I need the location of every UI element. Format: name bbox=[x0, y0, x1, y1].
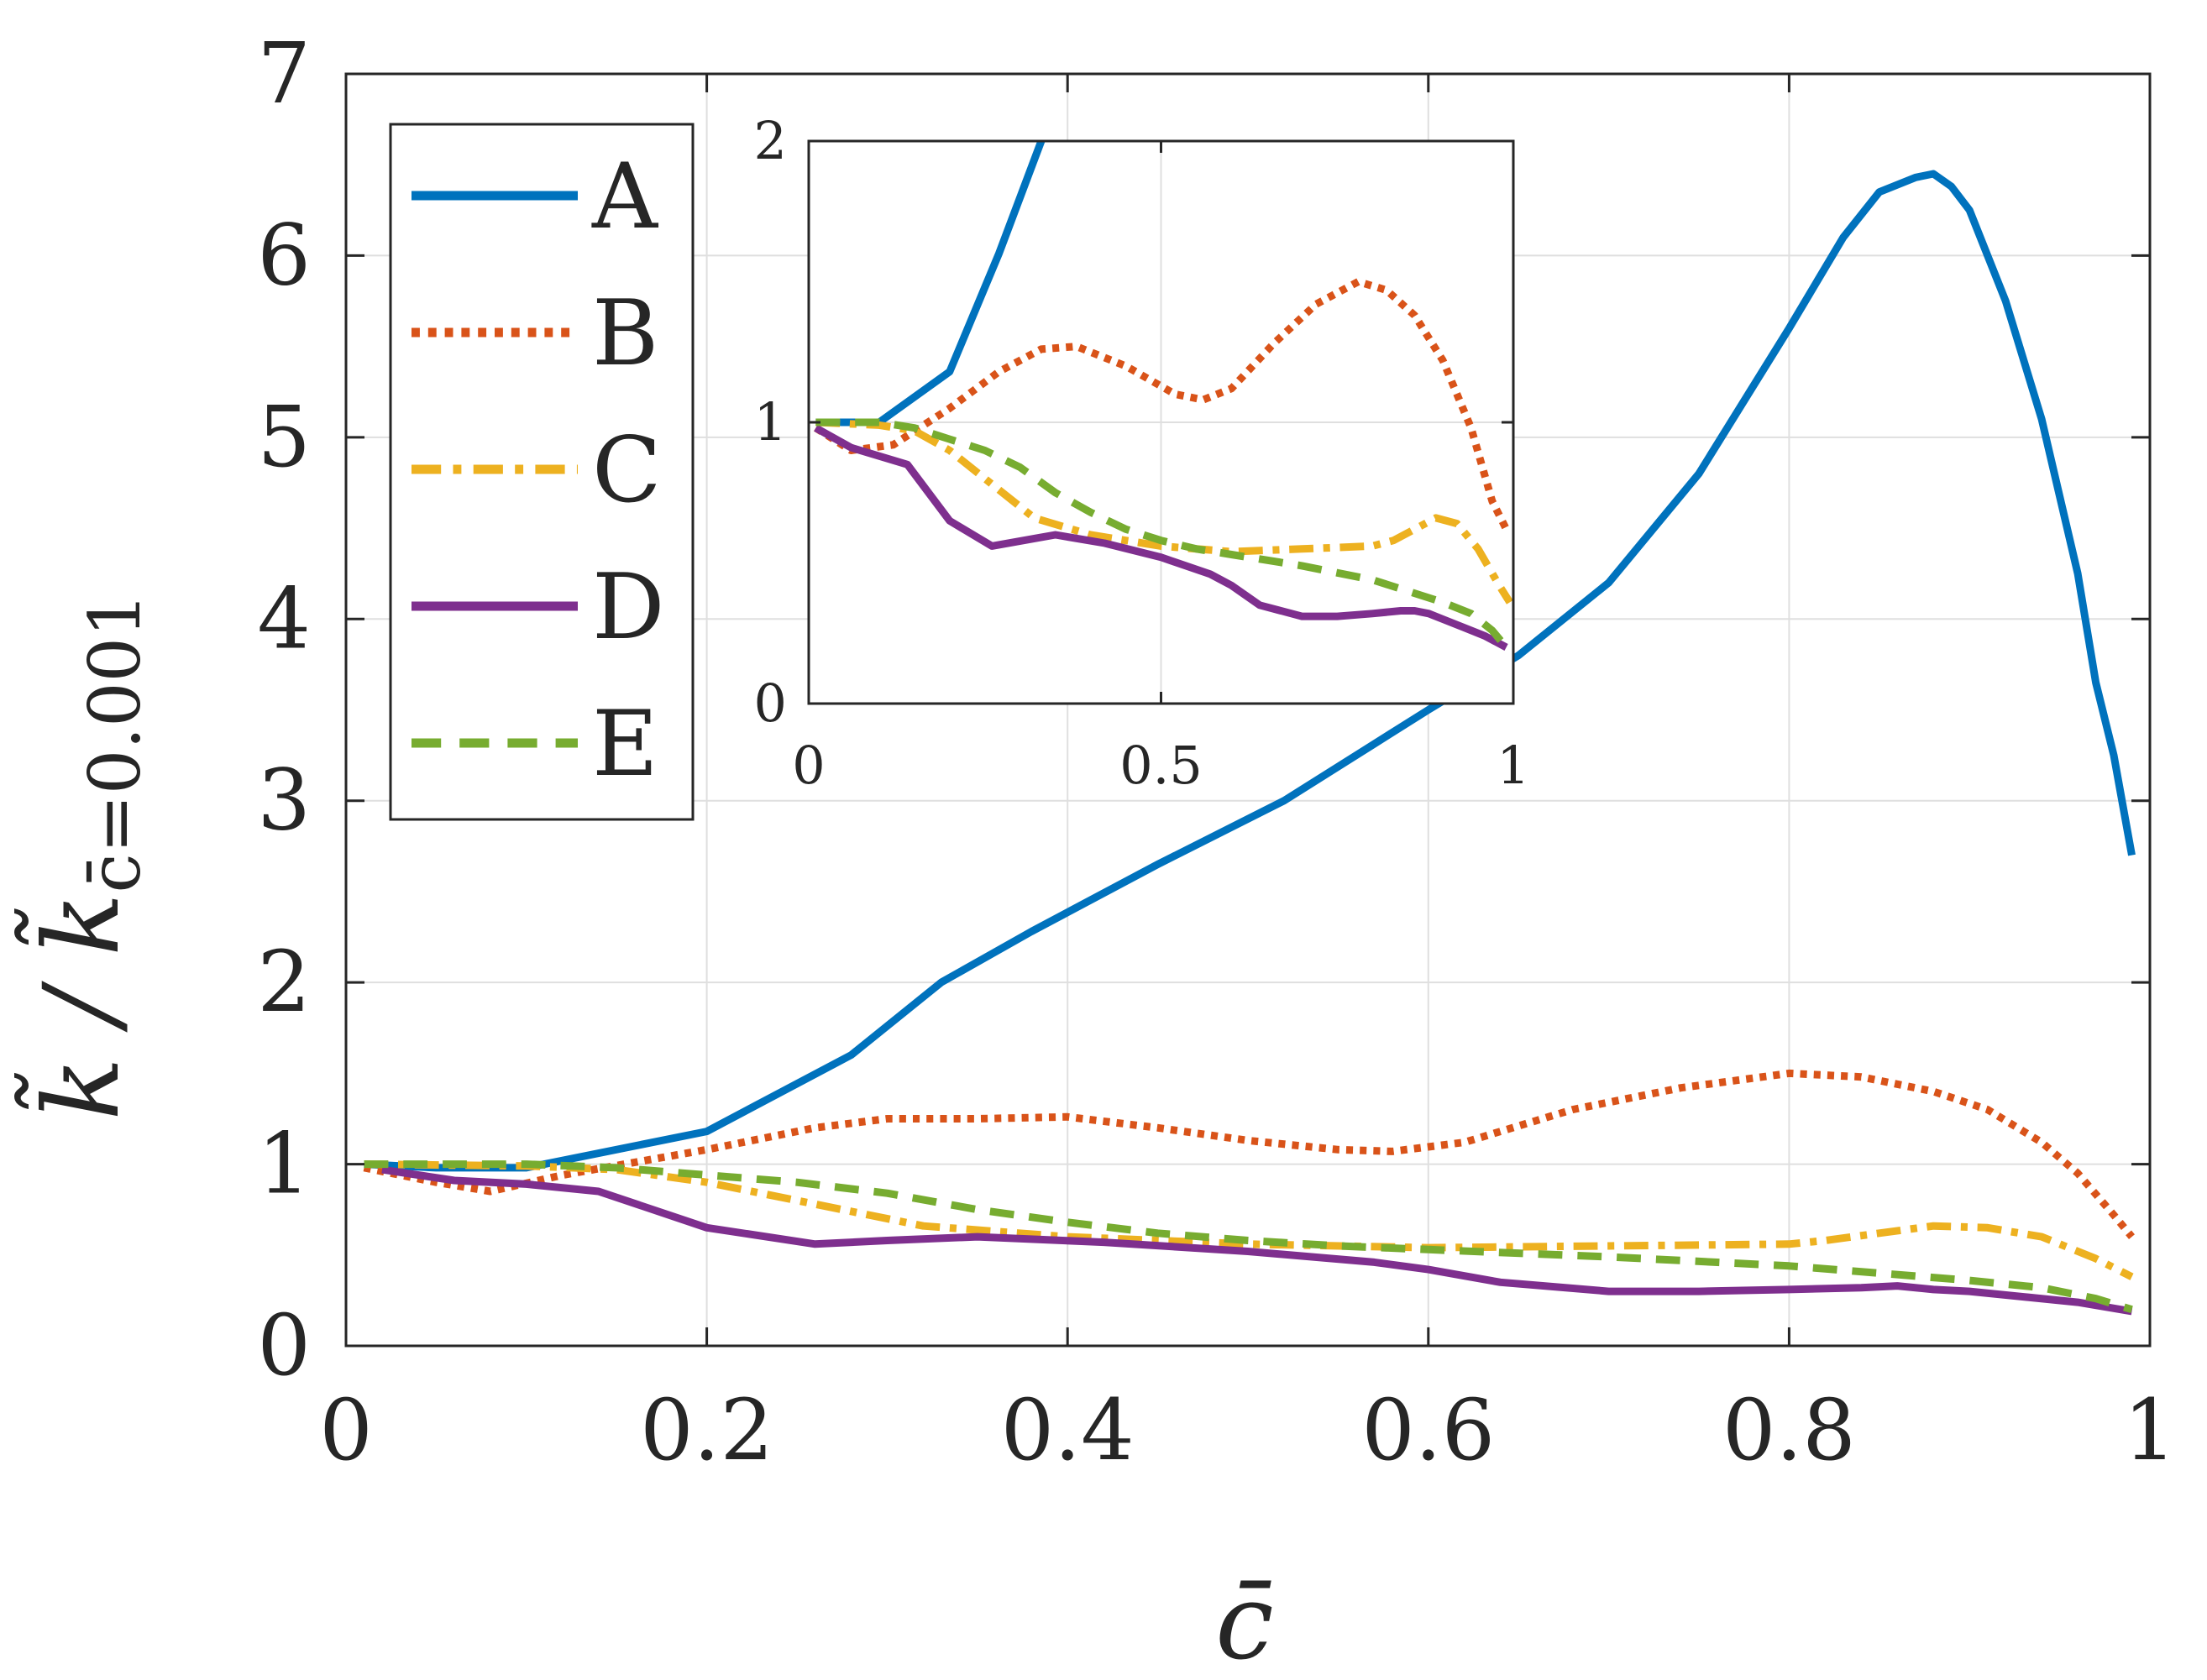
x-tick-label: 0.6 bbox=[1361, 1381, 1495, 1479]
inset-y-tick-label: 2 bbox=[754, 110, 787, 171]
y-axis-label-subscript: c̄=0.001 bbox=[74, 593, 156, 893]
svg-text:k̃ / k̃c̄=0.001: k̃ / k̃c̄=0.001 bbox=[14, 593, 156, 1121]
inset-y-tick-label: 1 bbox=[754, 391, 787, 453]
y-tick-label: 6 bbox=[257, 206, 311, 304]
legend-label-c: C bbox=[592, 418, 662, 523]
x-tick-label: 1 bbox=[2123, 1381, 2177, 1479]
y-tick-label: 7 bbox=[257, 24, 311, 123]
y-tick-label: 2 bbox=[257, 933, 311, 1031]
x-tick-label: 0.4 bbox=[1001, 1381, 1135, 1479]
y-tick-label: 5 bbox=[257, 388, 311, 486]
main-axis-ticks: 0 0.2 0.4 0.6 0.8 1 0 1 2 3 4 5 6 7 bbox=[257, 24, 2176, 1479]
series-e-line bbox=[364, 1160, 2133, 1314]
x-tick-label: 0.2 bbox=[640, 1381, 773, 1479]
y-axis-label-main: k̃ / k̃ bbox=[14, 893, 143, 1121]
main-plot-lines bbox=[363, 170, 2136, 1316]
main-axes-frame bbox=[344, 72, 2152, 1348]
inset-x-tick-label: 1 bbox=[1497, 735, 1529, 796]
x-tick-label: 0.8 bbox=[1722, 1381, 1856, 1479]
y-tick-label: 4 bbox=[257, 569, 311, 667]
y-axis-label: k̃ / k̃c̄=0.001 bbox=[14, 593, 156, 1121]
series-a-line bbox=[364, 170, 2136, 1172]
legend-label-a: A bbox=[591, 144, 659, 249]
inset-plot-lines bbox=[813, 141, 1513, 651]
series-c-line bbox=[364, 1160, 2134, 1280]
inset-y-tick-label: 0 bbox=[754, 673, 787, 734]
inset-series-e-line bbox=[815, 418, 1510, 650]
x-axis-label: c̄ bbox=[1215, 1562, 1273, 1680]
x-tick-label: 0 bbox=[319, 1381, 373, 1479]
legend-label-b: B bbox=[592, 281, 658, 386]
y-tick-label: 1 bbox=[257, 1115, 311, 1213]
series-b-line bbox=[363, 1069, 2135, 1239]
inset-axis-ticks: 0 0.5 1 0 1 2 bbox=[754, 110, 1530, 796]
inset-series-b-line bbox=[813, 278, 1510, 531]
inset-series-d-line bbox=[814, 424, 1508, 651]
inset-x-tick-label: 0 bbox=[792, 735, 825, 796]
series-d-line bbox=[381, 1165, 2133, 1316]
legend-label-d: D bbox=[592, 555, 665, 660]
legend-label-e: E bbox=[592, 692, 658, 797]
y-tick-label: 0 bbox=[257, 1296, 311, 1395]
y-tick-label: 3 bbox=[257, 751, 311, 850]
inset-x-tick-label: 0.5 bbox=[1119, 735, 1203, 796]
